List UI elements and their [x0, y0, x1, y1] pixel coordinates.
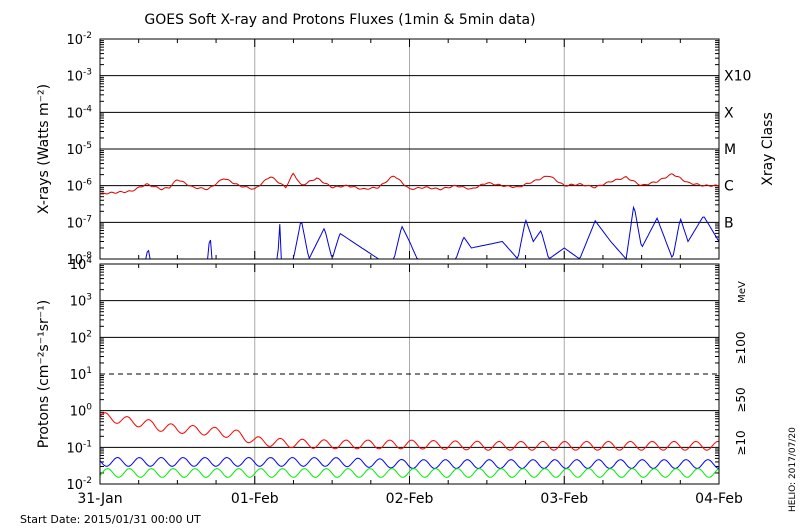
xray-panel: 10-810-710-610-510-410-310-2X-rays (Watt… [36, 31, 776, 268]
y-axis-label: X-rays (Watts m⁻²) [36, 84, 52, 214]
x-tick-label: 31-Jan [77, 491, 122, 507]
y-tick-label: 10-5 [66, 141, 92, 158]
y-tick-label: 101 [70, 366, 92, 383]
y-tick-label: 10-1 [66, 439, 92, 456]
y-axis-label: Protons (cm⁻²s⁻¹sr⁻¹) [36, 300, 52, 449]
x-tick-label: 03-Feb [540, 491, 588, 507]
x-tick-label: 02-Feb [386, 491, 434, 507]
energy-unit-label: MeV [737, 281, 748, 303]
y-tick-label: 103 [70, 293, 92, 310]
xray-class-label: B [724, 215, 734, 231]
y-tick-label: 10-2 [66, 31, 92, 48]
x-tick-label: 01-Feb [231, 491, 279, 507]
x-tick-label: 04-Feb [695, 491, 743, 507]
panel-frame [99, 38, 720, 260]
watermark: HELIO: 2017/07/20 [788, 427, 798, 512]
y-tick-label: 10-6 [66, 178, 92, 195]
legend-entry: ≥100 [734, 332, 748, 365]
xray-class-label: M [724, 142, 736, 158]
xray-class-label: X10 [724, 69, 751, 85]
xray-class-label: C [724, 179, 734, 195]
start-date-label: Start Date: 2015/01/31 00:00 UT [20, 513, 201, 526]
legend-entry: ≥50 [734, 387, 748, 412]
y-tick-label: 100 [70, 403, 93, 420]
xray-class-label: X [724, 105, 734, 121]
right-axis-label: Xray Class [760, 112, 776, 186]
y-tick-label: 10-7 [66, 214, 92, 231]
y-tick-label: 10-4 [66, 104, 92, 121]
series-line-1-1 [99, 456, 720, 470]
y-tick-label: 104 [70, 256, 93, 273]
panel-frame [99, 263, 720, 485]
y-tick-label: 102 [70, 329, 92, 346]
series-line-1-2 [99, 468, 720, 478]
legend-entry: ≥10 [734, 430, 748, 455]
y-tick-label: 10-3 [66, 68, 92, 85]
series-line-0-0 [99, 172, 720, 195]
series-line-1-0 [99, 412, 720, 451]
chart-title: GOES Soft X-ray and Protons Fluxes (1min… [144, 12, 535, 28]
